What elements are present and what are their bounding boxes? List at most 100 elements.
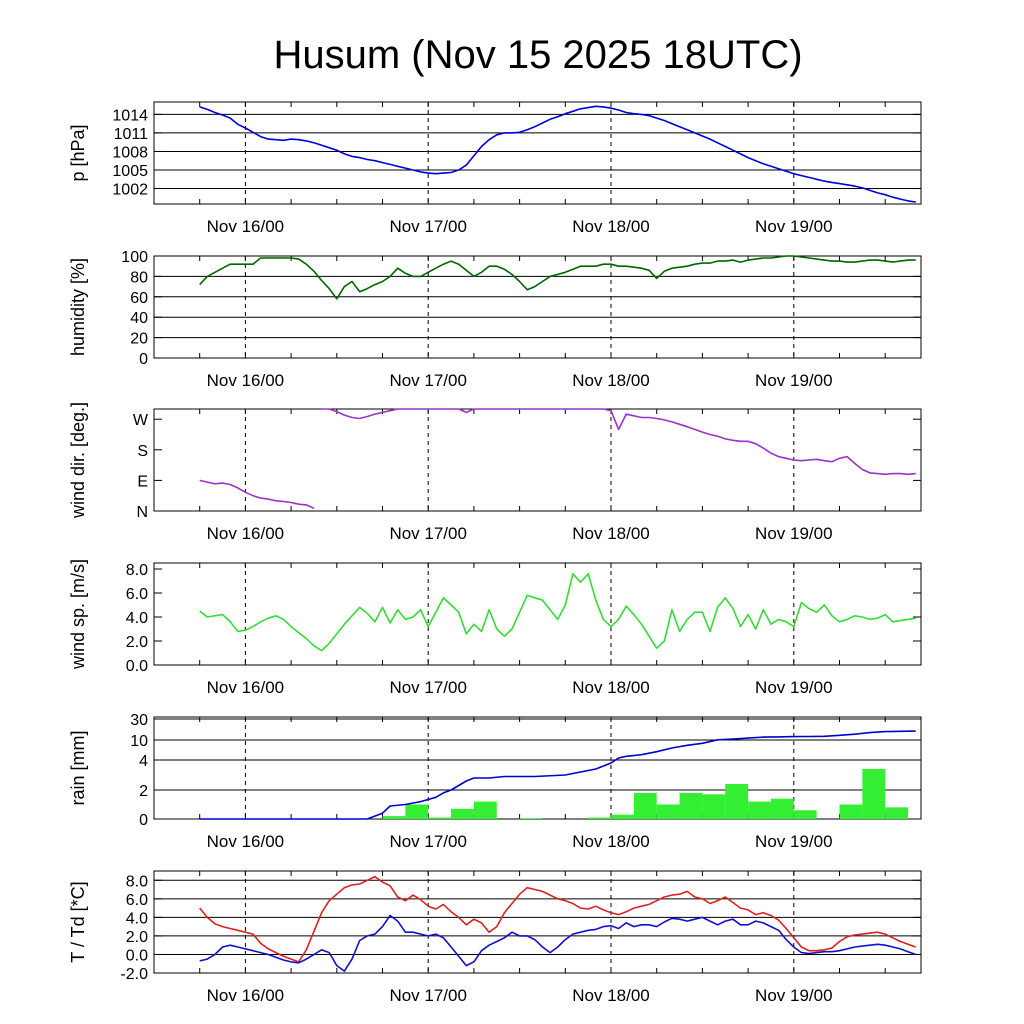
pressure-ytick-label: 1002 xyxy=(112,182,148,199)
wind_speed-frame xyxy=(153,562,922,666)
pressure-ytick-label: 1014 xyxy=(112,107,148,124)
wind_speed-xtick-label: Nov 19/00 xyxy=(755,678,833,697)
wind_direction-xtick-label: Nov 18/00 xyxy=(572,524,650,543)
rain-ytick-label: 30 xyxy=(130,712,148,729)
wind_direction-ytick-label: W xyxy=(133,412,149,429)
panel-rain: 0 2 4 10 30 Nov 16/00 Nov 17/00 Nov 18/00 Nov 19… xyxy=(68,712,922,851)
pressure-xtick-label: Nov 19/00 xyxy=(755,217,833,236)
wind_direction-series-line-0 xyxy=(321,408,916,476)
wind_speed-ytick-label: 6.0 xyxy=(126,586,148,603)
pressure-xtick-label: Nov 16/00 xyxy=(207,217,285,236)
temperature-xtick-label: Nov 19/00 xyxy=(755,986,833,1005)
temperature-xtick-label: Nov 16/00 xyxy=(207,986,285,1005)
humidity-xtick-label: Nov 18/00 xyxy=(572,371,650,390)
rain-bar xyxy=(633,792,657,819)
rain-bar xyxy=(473,801,497,819)
wind_direction-xtick-label: Nov 17/00 xyxy=(389,524,467,543)
pressure-xtick-label: Nov 18/00 xyxy=(572,217,650,236)
rain-ytick-label: 2 xyxy=(139,783,148,800)
humidity-ytick-label: 40 xyxy=(130,310,148,327)
humidity-ytick-label: 60 xyxy=(130,290,148,307)
rain-ylabel: rain [mm] xyxy=(68,730,88,805)
humidity-ytick-label: 0 xyxy=(139,351,148,368)
humidity-ytick-label: 100 xyxy=(121,249,148,266)
wind_direction-xtick-label: Nov 16/00 xyxy=(207,524,285,543)
humidity-xtick-label: Nov 16/00 xyxy=(207,371,285,390)
temperature-ytick-label: 2.0 xyxy=(126,929,148,946)
humidity-xtick-label: Nov 17/00 xyxy=(389,371,467,390)
rain-bar xyxy=(405,804,429,819)
rain-bar xyxy=(725,784,749,819)
rain-bar xyxy=(862,769,886,819)
rain-bar xyxy=(428,817,452,819)
panel-humidity: 0 20 40 60 80 100 Nov 16/00 Nov 17/00 Nov 18/00 N… xyxy=(68,249,922,390)
wind_direction-ytick-label: N xyxy=(136,504,148,521)
wind_speed-ylabel: wind sp. [m/s] xyxy=(68,559,88,670)
rain-bar xyxy=(839,804,863,819)
rain-bar xyxy=(702,794,726,819)
rain-ytick-label: 4 xyxy=(139,753,148,770)
pressure-series-line-0 xyxy=(199,105,916,203)
temperature-frame xyxy=(153,870,922,974)
rain-bar xyxy=(679,792,703,819)
rain-ytick-label: 10 xyxy=(130,733,148,750)
rain-bar xyxy=(611,814,634,819)
chart-title: Husum (Nov 15 2025 18UTC) xyxy=(273,33,802,77)
pressure-ytick-label: 1008 xyxy=(112,144,148,161)
rain-series-line-0 xyxy=(199,730,916,820)
rain-bar xyxy=(793,810,817,819)
rain-bar xyxy=(656,804,680,819)
wind_direction-ytick-label: S xyxy=(137,443,148,460)
temperature-xtick-label: Nov 17/00 xyxy=(389,986,467,1005)
wind_direction-xtick-label: Nov 19/00 xyxy=(755,524,833,543)
pressure-ylabel: p [hPa] xyxy=(68,124,88,181)
pressure-xtick-label: Nov 17/00 xyxy=(389,217,467,236)
humidity-ytick-label: 20 xyxy=(130,331,148,348)
pressure-frame xyxy=(153,101,922,205)
wind_speed-ytick-label: 4.0 xyxy=(126,610,148,627)
rain-xtick-label: Nov 17/00 xyxy=(389,832,467,851)
wind_speed-xtick-label: Nov 16/00 xyxy=(207,678,285,697)
rain-bar xyxy=(770,798,794,819)
wind_speed-ytick-label: 2.0 xyxy=(126,634,148,651)
rain-bar xyxy=(519,818,543,819)
wind_direction-series-line-0 xyxy=(199,479,315,510)
rain-bar xyxy=(382,816,406,819)
rain-xtick-label: Nov 16/00 xyxy=(207,832,285,851)
wind_speed-xtick-label: Nov 17/00 xyxy=(389,678,467,697)
temperature-ytick-label: 6.0 xyxy=(126,892,148,909)
rain-bar xyxy=(748,801,771,819)
humidity-ytick-label: 80 xyxy=(130,269,148,286)
wind_speed-ytick-label: 0.0 xyxy=(126,658,148,675)
wind_speed-ytick-label: 8.0 xyxy=(126,562,148,579)
temperature-xtick-label: Nov 18/00 xyxy=(572,986,650,1005)
temperature-ytick-label: 0.0 xyxy=(126,947,148,964)
rain-xtick-label: Nov 19/00 xyxy=(755,832,833,851)
temperature-ytick-label: 8.0 xyxy=(126,873,148,890)
humidity-xtick-label: Nov 19/00 xyxy=(755,371,833,390)
wind_direction-ytick-label: E xyxy=(137,473,148,490)
pressure-ytick-label: 1005 xyxy=(112,163,148,180)
rain-frame xyxy=(153,716,922,820)
wind_direction-ylabel: wind dir. [deg.] xyxy=(68,402,88,519)
rain-bar xyxy=(885,807,909,819)
humidity-frame xyxy=(153,255,922,359)
panel-wind_speed: 0.0 2.0 4.0 6.0 8.0 Nov 16/00 Nov 17/00 Nov 18/… xyxy=(68,559,922,697)
pressure-ytick-label: 1011 xyxy=(114,126,149,143)
temperature-series-line-1 xyxy=(199,914,916,972)
panel-temperature: -2.0 0.02.0 4.06.0 8.0 Nov 16/00 Nov 17/00 Nov… xyxy=(68,870,922,1005)
wind_speed-xtick-label: Nov 18/00 xyxy=(572,678,650,697)
temperature-series-line-0 xyxy=(199,875,916,963)
temperature-ytick-label: -2.0 xyxy=(120,966,148,983)
temperature-ytick-label: 4.0 xyxy=(126,910,148,927)
humidity-series-line-0 xyxy=(199,255,916,300)
rain-bar xyxy=(588,817,612,819)
humidity-ylabel: humidity [%] xyxy=(68,258,88,356)
rain-xtick-label: Nov 18/00 xyxy=(572,832,650,851)
wind_speed-series-line-0 xyxy=(199,573,916,652)
rain-bar xyxy=(451,808,474,819)
